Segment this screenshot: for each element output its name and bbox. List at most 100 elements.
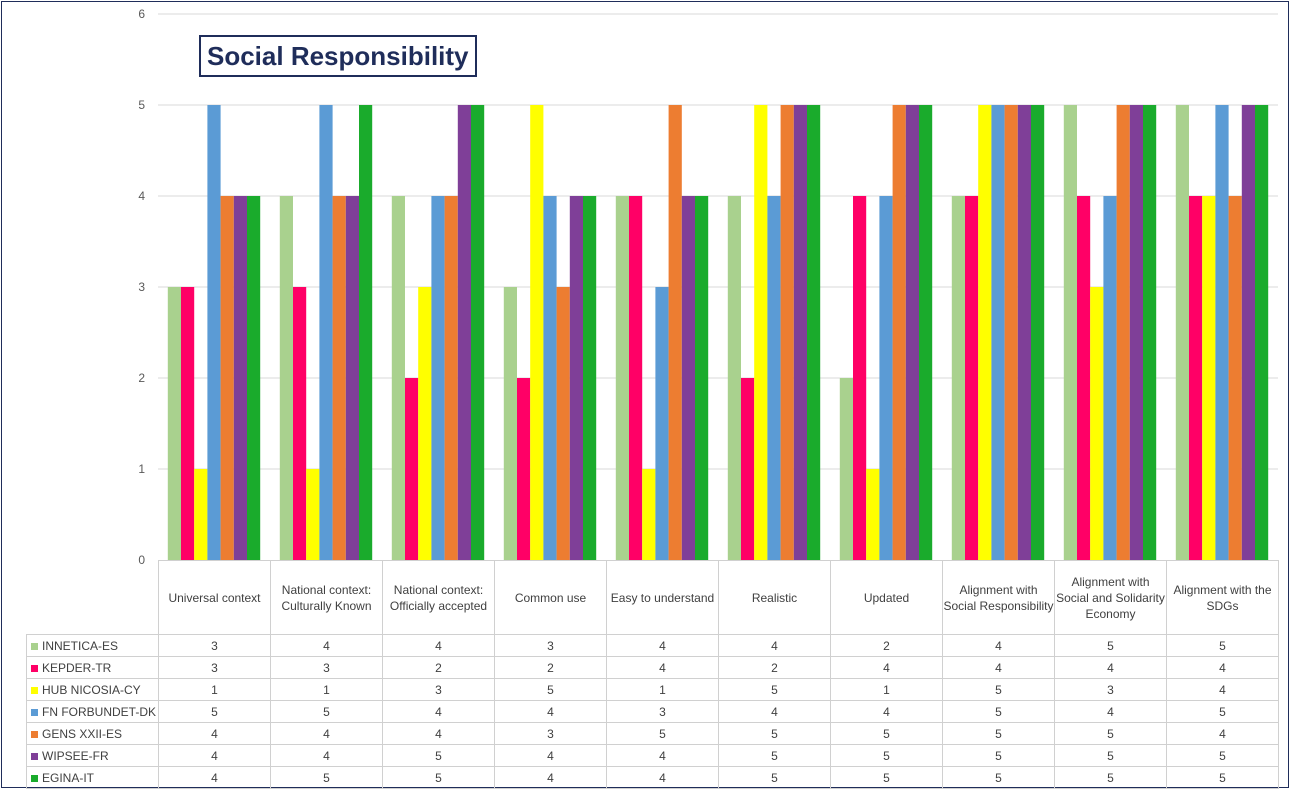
legend-key xyxy=(31,686,38,694)
data-label: 4 xyxy=(606,656,719,679)
bar xyxy=(319,105,333,560)
series-name: INNETICA-ES xyxy=(42,638,119,653)
table-corner xyxy=(26,560,159,635)
table-row: KEPDER-TR 3 3 2 2 4 2 4 4 4 4 xyxy=(26,656,1279,679)
data-label: 3 xyxy=(494,634,607,657)
data-label: 2 xyxy=(830,634,943,657)
data-label: 4 xyxy=(494,700,607,723)
series-label: KEPDER-TR xyxy=(26,656,159,679)
bar xyxy=(1103,196,1117,560)
data-label: 5 xyxy=(158,700,271,723)
data-label: 5 xyxy=(270,700,383,723)
series-label: INNETICA-ES xyxy=(26,634,159,657)
bar xyxy=(345,196,359,560)
legend-key xyxy=(31,664,38,672)
series-label: WIPSEE-FR xyxy=(26,744,159,767)
data-label: 4 xyxy=(494,744,607,767)
bar xyxy=(892,105,906,560)
bar xyxy=(991,105,1005,560)
category-label: Alignment with Social Responsibility xyxy=(942,560,1055,635)
table-row: INNETICA-ES 3 4 4 3 4 4 2 4 5 5 xyxy=(26,634,1279,657)
data-label: 5 xyxy=(942,722,1055,745)
bar xyxy=(839,378,853,560)
data-label: 5 xyxy=(1054,744,1167,767)
bar xyxy=(359,105,373,560)
bar xyxy=(1116,105,1130,560)
series-label: HUB NICOSIA-CY xyxy=(26,678,159,701)
bar xyxy=(293,287,307,560)
data-label: 5 xyxy=(718,678,831,701)
data-label: 4 xyxy=(382,700,495,723)
series-label: EGINA-IT xyxy=(26,766,159,789)
data-label: 4 xyxy=(158,722,271,745)
data-label: 3 xyxy=(1054,678,1167,701)
data-label: 4 xyxy=(158,744,271,767)
bar xyxy=(306,469,320,560)
bar xyxy=(279,196,293,560)
bar xyxy=(207,105,221,560)
data-label: 3 xyxy=(382,678,495,701)
bar xyxy=(951,196,965,560)
table-row: WIPSEE-FR 4 4 5 4 4 5 5 5 5 5 xyxy=(26,744,1279,767)
bar xyxy=(807,105,821,560)
data-label: 4 xyxy=(1166,656,1279,679)
bar xyxy=(517,378,531,560)
bar xyxy=(642,469,656,560)
data-label: 4 xyxy=(830,700,943,723)
bar xyxy=(1189,196,1203,560)
data-label: 5 xyxy=(1054,766,1167,789)
data-label: 4 xyxy=(718,634,831,657)
bar xyxy=(780,105,794,560)
data-label: 5 xyxy=(382,744,495,767)
bar xyxy=(1031,105,1045,560)
bar xyxy=(905,105,919,560)
bar xyxy=(695,196,709,560)
data-label: 1 xyxy=(270,678,383,701)
data-label: 4 xyxy=(270,634,383,657)
data-label: 4 xyxy=(606,744,719,767)
table-row: HUB NICOSIA-CY 1 1 3 5 1 5 1 5 3 4 xyxy=(26,678,1279,701)
category-label: National context: Officially accepted xyxy=(382,560,495,635)
bar xyxy=(1228,196,1242,560)
category-label: Updated xyxy=(830,560,943,635)
data-label: 4 xyxy=(942,634,1055,657)
data-label: 5 xyxy=(1054,634,1167,657)
data-label: 5 xyxy=(1166,744,1279,767)
bar xyxy=(556,287,570,560)
data-label: 4 xyxy=(1166,722,1279,745)
data-label: 3 xyxy=(270,656,383,679)
bar xyxy=(727,196,741,560)
bar xyxy=(543,196,557,560)
bar xyxy=(583,196,597,560)
y-tick-label: 5 xyxy=(138,98,145,112)
data-label: 2 xyxy=(494,656,607,679)
table-row: GENS XXII-ES 4 4 4 3 5 5 5 5 5 4 xyxy=(26,722,1279,745)
data-label: 5 xyxy=(830,722,943,745)
bar xyxy=(1090,287,1104,560)
data-table: Universal context National context: Cultu… xyxy=(26,560,1279,789)
data-label: 4 xyxy=(718,700,831,723)
data-label: 5 xyxy=(1166,766,1279,789)
bar xyxy=(405,378,419,560)
bars xyxy=(167,105,1269,560)
data-label: 4 xyxy=(830,656,943,679)
data-label: 3 xyxy=(158,656,271,679)
category-label: Realistic xyxy=(718,560,831,635)
data-label: 5 xyxy=(270,766,383,789)
series-label: GENS XXII-ES xyxy=(26,722,159,745)
bar xyxy=(1004,105,1018,560)
bar xyxy=(471,105,485,560)
data-label: 3 xyxy=(494,722,607,745)
legend-key xyxy=(31,730,38,738)
data-label: 5 xyxy=(830,766,943,789)
y-tick-label: 2 xyxy=(138,371,145,385)
data-label: 5 xyxy=(1054,722,1167,745)
bar xyxy=(978,105,992,560)
data-label: 3 xyxy=(606,700,719,723)
bar xyxy=(879,196,893,560)
data-label: 1 xyxy=(158,678,271,701)
bar xyxy=(629,196,643,560)
data-label: 5 xyxy=(830,744,943,767)
bar xyxy=(391,196,405,560)
